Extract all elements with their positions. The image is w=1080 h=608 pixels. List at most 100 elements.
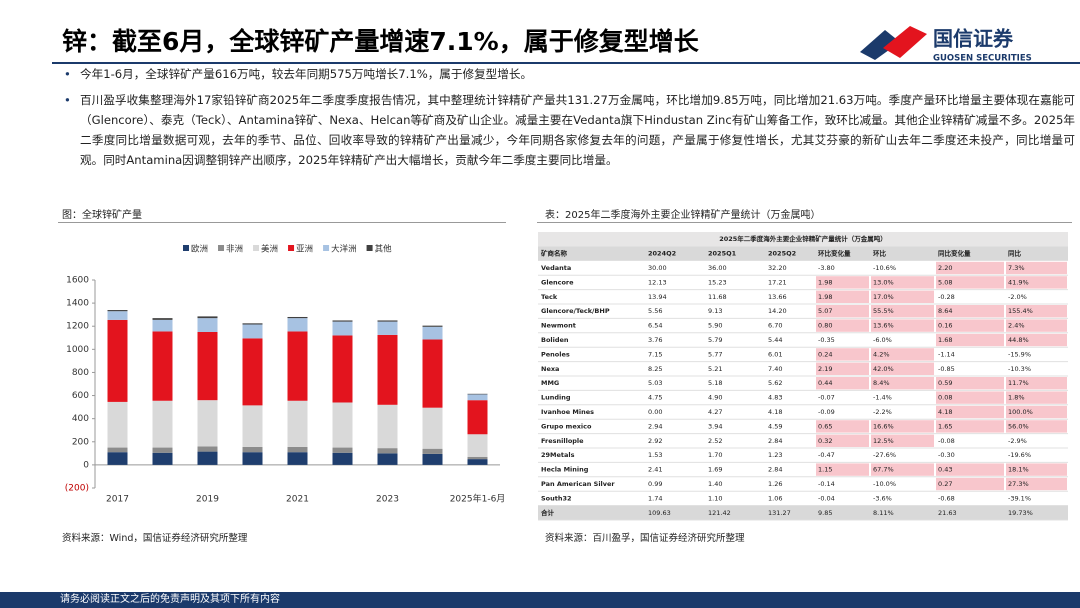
x-tick-label: 2023 bbox=[376, 495, 399, 505]
table-cell: 1.23 bbox=[768, 451, 782, 459]
table-cell: -2.0% bbox=[1008, 293, 1027, 301]
table-cell: 0.08 bbox=[938, 394, 952, 402]
bar-segment bbox=[107, 319, 128, 402]
table-cell: Glencore bbox=[541, 278, 574, 286]
highlight-cell bbox=[1006, 261, 1067, 275]
table-cell: -6.0% bbox=[873, 336, 892, 344]
column-header: 2025Q2 bbox=[768, 250, 796, 258]
table-cell: 44.8% bbox=[1008, 336, 1029, 344]
highlight-cell bbox=[816, 463, 869, 476]
highlight-cell bbox=[1006, 305, 1067, 318]
bar-segment bbox=[287, 318, 308, 332]
table-cell: 27.3% bbox=[1008, 480, 1029, 488]
table-cell: 21.63 bbox=[938, 509, 957, 517]
highlight-cell bbox=[816, 290, 869, 303]
column-header: 2025Q1 bbox=[708, 250, 737, 258]
bar-segment bbox=[332, 452, 353, 465]
slide-title: 锌：截至6月，全球锌矿产量增速7.1%，属于修复型增长 bbox=[62, 27, 699, 56]
highlight-cell bbox=[936, 319, 1004, 332]
table-cell: Newmont bbox=[541, 322, 576, 330]
table-cell: 4.59 bbox=[768, 422, 782, 430]
highlight-cell bbox=[936, 405, 1004, 419]
table-cell: 41.9% bbox=[1008, 278, 1029, 286]
table-cell: 121.42 bbox=[708, 509, 731, 517]
table-cell: 56.0% bbox=[1008, 422, 1029, 430]
table-cell: Grupo mexico bbox=[541, 422, 592, 430]
y-tick-label: (200) bbox=[65, 484, 89, 494]
bar-segment bbox=[242, 323, 263, 325]
table-cell: -2.2% bbox=[873, 408, 892, 416]
highlight-cell bbox=[816, 319, 869, 332]
bar-segment bbox=[377, 320, 398, 322]
table-cell: -1.14 bbox=[938, 350, 955, 358]
table-cell: 55.5% bbox=[873, 307, 894, 315]
table-cell: 4.2% bbox=[873, 350, 890, 358]
table-cell: 2.52 bbox=[708, 437, 722, 445]
column-header: 环比 bbox=[873, 249, 887, 258]
highlight-cell bbox=[1006, 276, 1067, 289]
bar-segment bbox=[377, 321, 398, 335]
column-header: 环比变化量 bbox=[818, 249, 851, 258]
table-cell: 6.54 bbox=[648, 322, 662, 330]
table-cell: -0.14 bbox=[818, 480, 835, 488]
table-cell: 2.84 bbox=[768, 437, 782, 445]
bar-segment bbox=[242, 405, 263, 447]
legend-swatch bbox=[366, 245, 373, 251]
table-cell: 1.74 bbox=[648, 494, 662, 502]
logo-sub: GUOSEN SECURITIES bbox=[933, 54, 1032, 64]
table-cell: 7.40 bbox=[768, 365, 782, 373]
bar-segment bbox=[152, 452, 173, 465]
legend-swatch bbox=[288, 245, 295, 251]
table-cell: 0.24 bbox=[818, 350, 832, 358]
highlight-cell bbox=[816, 276, 869, 289]
bar-segment bbox=[332, 402, 353, 448]
table-cell: 18.1% bbox=[1008, 466, 1029, 474]
bar-segment bbox=[242, 446, 263, 453]
table-cell: 4.27 bbox=[708, 408, 722, 416]
bar-segment bbox=[377, 453, 398, 465]
bar-segment bbox=[287, 400, 308, 447]
table-cell: 2.92 bbox=[648, 437, 662, 445]
table-cell: 2.19 bbox=[818, 365, 832, 373]
source: 资料来源：百川盈孚，国信证券经济研究所整理 bbox=[545, 533, 745, 544]
table-cell: -10.3% bbox=[1008, 365, 1031, 373]
bar-segment bbox=[332, 320, 353, 322]
bar-segment bbox=[152, 331, 173, 401]
table-cell: -27.6% bbox=[873, 451, 896, 459]
highlight-cell bbox=[1006, 333, 1067, 347]
bar-segment bbox=[422, 453, 443, 465]
bar-segment bbox=[152, 318, 173, 320]
table-cell: 5.44 bbox=[768, 336, 782, 344]
table-cell: Teck bbox=[541, 293, 558, 301]
table-cell: -0.30 bbox=[938, 451, 955, 459]
table-cell: Pan American Silver bbox=[541, 480, 615, 488]
table-cell: -10.6% bbox=[873, 264, 896, 272]
table-cell: 9.13 bbox=[708, 307, 722, 315]
y-tick-label: 600 bbox=[72, 391, 89, 401]
table-cell: 4.75 bbox=[648, 394, 662, 402]
table-cell: 5.90 bbox=[708, 322, 722, 330]
highlight-cell bbox=[936, 333, 1004, 347]
highlight-cell bbox=[936, 261, 1004, 275]
highlight-cell bbox=[871, 348, 934, 361]
table-cell: 5.79 bbox=[708, 336, 722, 344]
bar-segment bbox=[242, 324, 263, 339]
table: 2025年二季度海外主要企业锌精矿产量统计（万金属吨） 矿商名称 2024Q2 202… bbox=[538, 232, 1068, 521]
highlight-cell bbox=[936, 276, 1004, 289]
table-cell: 7.15 bbox=[648, 350, 662, 358]
table-cell: 42.0% bbox=[873, 365, 894, 373]
table-cell: -15.9% bbox=[1008, 350, 1031, 358]
table-cell: 2.4% bbox=[1008, 322, 1025, 330]
footer: 请务必阅读正文之后的免责声明及其项下所有内容 bbox=[0, 592, 1080, 608]
table-cell: 13.0% bbox=[873, 278, 894, 286]
table-cell: 1.65 bbox=[938, 422, 952, 430]
table-cell: 2.84 bbox=[768, 466, 782, 474]
caption-rule bbox=[58, 222, 506, 223]
table-cell: 13.6% bbox=[873, 322, 894, 330]
highlight-cell bbox=[871, 276, 934, 289]
table-cell: 5.03 bbox=[648, 379, 662, 387]
chart: (200) 0 200 400 600 800 1000 1200 1400 1600 欧洲 非洲 美洲… bbox=[65, 244, 506, 505]
highlight-cell bbox=[936, 420, 1004, 433]
column-header: 矿商名称 bbox=[541, 249, 568, 258]
